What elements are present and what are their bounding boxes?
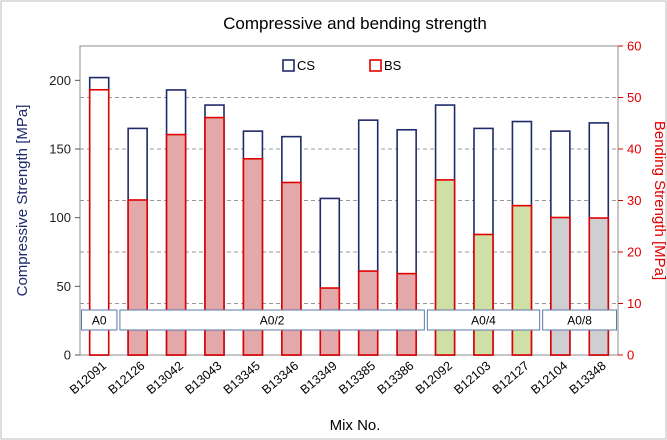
bar-bs xyxy=(588,217,610,356)
y-right-tick-label: 10 xyxy=(627,296,641,311)
group-label: A0/4 xyxy=(471,314,496,328)
y-left-tick-label: 100 xyxy=(49,210,71,225)
legend-bs-swatch xyxy=(369,59,382,72)
bar-bs xyxy=(511,204,533,356)
axes xyxy=(75,45,623,356)
y-right-tick-label: 60 xyxy=(627,39,641,54)
bar-bs xyxy=(88,88,110,356)
group-box xyxy=(81,309,118,331)
y-right-tick-label: 50 xyxy=(627,90,641,105)
bar-bs xyxy=(165,133,187,356)
y-right-tick-label: 30 xyxy=(627,193,641,208)
group-labels: A0 A0/2 A0/4 A0/8 xyxy=(81,309,618,331)
y-axis-left-label: Compressive Strength [MPa] xyxy=(14,105,31,297)
x-axis-label: Mix No. xyxy=(330,417,381,434)
y-axis-right-label: Bending Strength [MPa] xyxy=(651,121,667,280)
group-box xyxy=(426,309,541,331)
group-label: A0/8 xyxy=(567,314,592,328)
bar-bs xyxy=(550,216,571,356)
chart-title: Compressive and bending strength xyxy=(223,14,487,33)
bar-bs xyxy=(473,233,494,356)
y-right-tick-label: 20 xyxy=(627,245,641,260)
legend: CS BS xyxy=(282,58,402,73)
legend-cs-swatch xyxy=(282,59,295,72)
bar-bs xyxy=(242,157,264,356)
y-left-tick-label: 150 xyxy=(49,142,71,157)
group-box xyxy=(542,309,618,331)
bar-bs xyxy=(204,116,225,356)
y-left-tick-label: 0 xyxy=(64,348,71,363)
legend-cs-label: CS xyxy=(297,58,315,73)
group-label: A0/2 xyxy=(260,314,285,328)
group-box xyxy=(119,309,425,331)
legend-bs-label: BS xyxy=(384,58,402,73)
bar-bs xyxy=(127,199,148,356)
y-right-tick-label: 0 xyxy=(627,348,634,363)
y-left-tick-label: 200 xyxy=(49,73,71,88)
y-left-tick-label: 50 xyxy=(57,279,71,294)
y-right-tick-label: 40 xyxy=(627,142,641,157)
group-label: A0 xyxy=(92,314,107,328)
